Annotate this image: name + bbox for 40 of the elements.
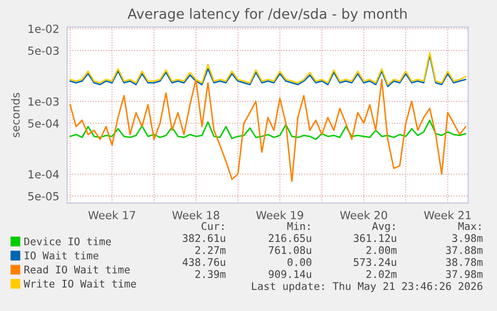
chart-title: Average latency for /dev/sda - by month xyxy=(128,8,407,22)
legend-label: Read IO Wait time xyxy=(24,265,130,274)
text: 2.27m xyxy=(195,246,226,254)
y-tick-label: 1e-03 xyxy=(28,97,59,106)
text: 38.78m xyxy=(446,258,483,266)
line-series xyxy=(69,78,466,182)
text: 438.76u xyxy=(182,258,226,266)
text: Min: xyxy=(287,222,310,230)
text: 2.00m xyxy=(366,246,397,254)
text: 2.02m xyxy=(366,270,397,278)
legend-label: IO Wait time xyxy=(24,251,98,260)
y-tick-label: 1e-02 xyxy=(28,24,58,33)
x-tick-label: Week 19 xyxy=(256,210,304,220)
x-tick-label: Week 20 xyxy=(340,210,388,220)
text: 3.98m xyxy=(452,234,483,242)
legend-label: Device IO time xyxy=(24,237,111,246)
text: 909.14u xyxy=(268,270,312,278)
text: 37.98m xyxy=(446,270,483,278)
text: 761.08u xyxy=(268,246,312,254)
text: 2.39m xyxy=(195,270,226,278)
y-tick-label: 5e-03 xyxy=(28,46,59,55)
text: 573.24u xyxy=(354,258,396,266)
text: Avg: xyxy=(372,222,394,232)
text: Cur: xyxy=(202,222,224,230)
text: Last update: Thu May 21 23:46:26 2026 xyxy=(252,282,482,292)
y-axis-title: seconds xyxy=(11,92,20,138)
y-tick-label: 1e-04 xyxy=(28,170,59,179)
text: 0.00 xyxy=(288,258,312,266)
x-tick-label: Week 21 xyxy=(424,210,471,220)
x-tick-label: Week 18 xyxy=(172,210,220,220)
legend-label: Write IO Wait time xyxy=(24,280,136,288)
line-series xyxy=(69,120,466,140)
x-tick-label: Week 17 xyxy=(88,210,136,220)
y-tick-label: 5e-04 xyxy=(28,119,59,128)
text: 382.61u xyxy=(182,234,226,242)
text: 216.65u xyxy=(268,234,312,242)
text: Max: xyxy=(458,222,480,230)
text: 361.12u xyxy=(354,234,396,242)
text: 37.88m xyxy=(446,246,483,254)
y-tick-label: 5e-05 xyxy=(28,192,58,200)
